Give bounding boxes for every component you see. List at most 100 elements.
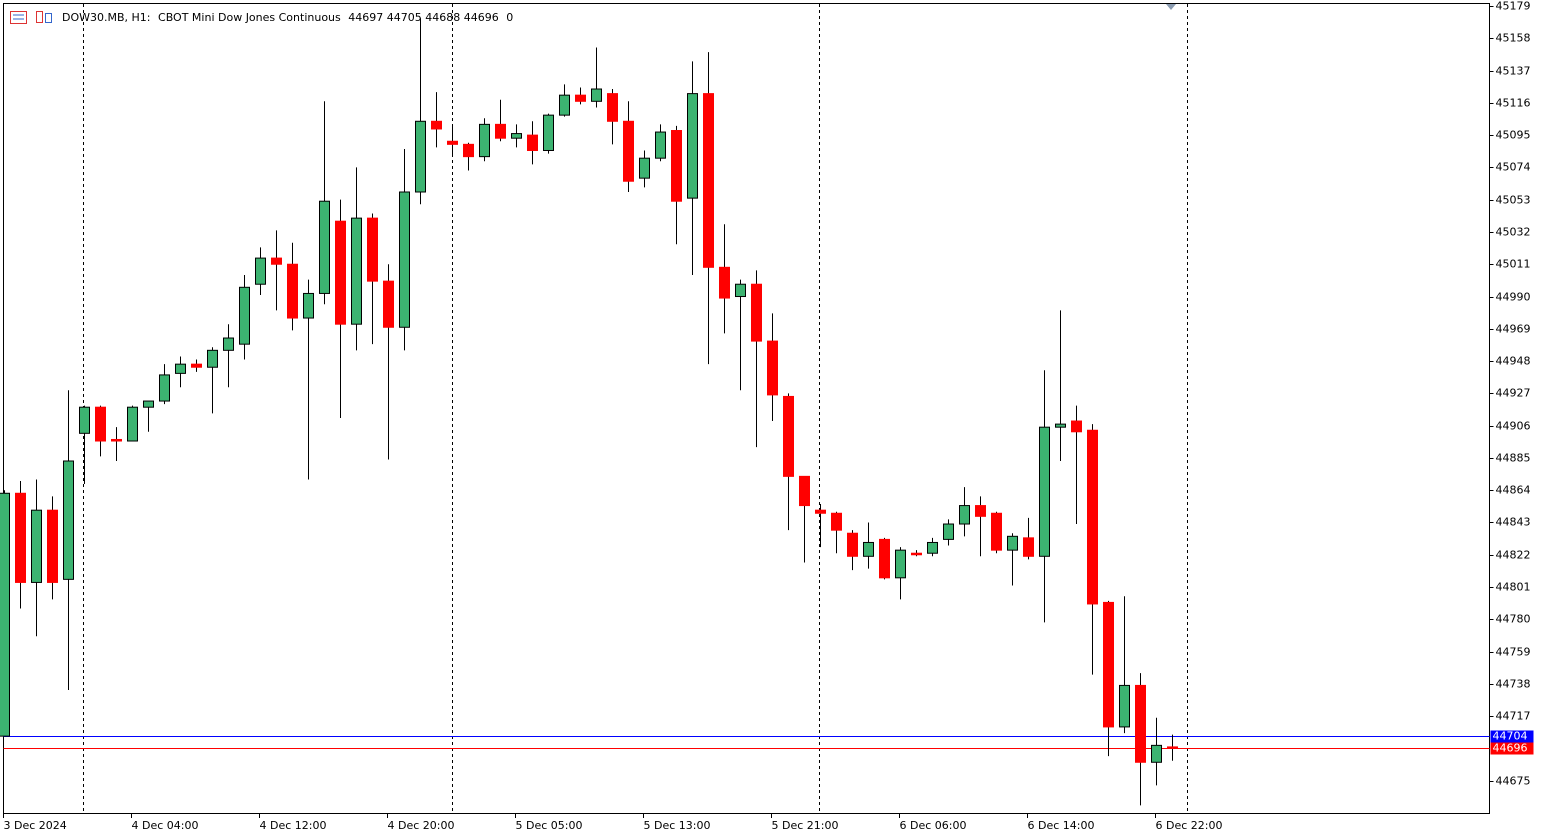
price-label: 44696	[1493, 742, 1528, 755]
chart-info: DOW30.MB, H1: CBOT Mini Dow Jones Contin…	[62, 11, 513, 24]
candle-body	[479, 123, 490, 158]
candle-body	[671, 130, 682, 202]
y-tick-label: 45116	[1496, 97, 1531, 110]
candle-body	[815, 509, 826, 514]
candle-body	[1055, 423, 1066, 428]
candle-body	[799, 475, 810, 507]
candle-body	[351, 217, 362, 325]
y-tick-label: 45095	[1496, 129, 1531, 142]
y-tick-label: 44717	[1496, 710, 1531, 723]
plot-frame	[3, 3, 1490, 814]
y-tick-label: 44990	[1496, 291, 1531, 304]
candle-body	[271, 257, 282, 265]
candle-body	[607, 93, 618, 122]
icon	[10, 11, 27, 24]
y-tick-label: 44885	[1496, 452, 1531, 465]
candle-body	[719, 266, 730, 299]
price-label-box	[1490, 742, 1534, 755]
candle-body	[895, 549, 906, 579]
candle-body	[1119, 684, 1130, 728]
candle-body	[0, 492, 10, 737]
info-close: 44696	[464, 11, 499, 24]
candle-body	[703, 93, 714, 268]
y-tick-label: 44675	[1496, 775, 1531, 788]
y-tick-label: 45011	[1496, 258, 1531, 271]
candle-body	[463, 143, 474, 158]
candle-body	[1103, 601, 1114, 728]
candle-body	[367, 217, 378, 282]
info-high: 44705	[387, 11, 422, 24]
candle-body	[1167, 746, 1178, 749]
candle-body	[575, 94, 586, 102]
candle-body	[831, 512, 842, 531]
candle-body	[735, 283, 746, 298]
candle-body	[63, 460, 74, 580]
candle-body	[687, 93, 698, 199]
y-tick-label: 44864	[1496, 484, 1531, 497]
candle-body	[111, 438, 122, 442]
candle-body	[223, 337, 234, 351]
candle-body	[1007, 535, 1018, 551]
candle-body	[47, 509, 58, 583]
candle-body	[559, 94, 570, 116]
y-tick-label: 44780	[1496, 613, 1531, 626]
candle-body	[639, 157, 650, 179]
candle-body	[959, 505, 970, 525]
x-tick-label: 5 Dec 13:00	[644, 819, 711, 832]
candle-body	[383, 280, 394, 328]
candle-body	[527, 134, 538, 151]
candle-body	[847, 532, 858, 557]
y-tick-label: 45053	[1496, 194, 1531, 207]
x-tick-label: 4 Dec 04:00	[132, 819, 199, 832]
candle-body	[255, 257, 266, 285]
candle-body	[1071, 420, 1082, 433]
info-spread: 0	[506, 11, 513, 24]
candle-body	[1135, 684, 1146, 763]
x-tick-label: 5 Dec 05:00	[516, 819, 583, 832]
candle-body	[239, 286, 250, 345]
candle-body	[767, 340, 778, 396]
x-tick-label: 6 Dec 14:00	[1028, 819, 1095, 832]
y-tick-label: 44969	[1496, 323, 1531, 336]
y-tick-label: 45158	[1496, 32, 1531, 45]
y-tick-label: 44801	[1496, 581, 1531, 594]
candle-body	[879, 538, 890, 579]
y-tick-label: 45032	[1496, 226, 1531, 239]
y-tick-label: 45137	[1496, 65, 1531, 78]
candle-body	[207, 349, 218, 368]
candle-body	[1039, 426, 1050, 557]
candle-body	[79, 406, 90, 434]
candles	[0, 18, 1178, 806]
candle-body	[543, 114, 554, 151]
candle-body	[991, 512, 1002, 551]
candle-body	[495, 123, 506, 139]
symbol: DOW30.MB, H1:	[62, 11, 151, 24]
toolbar-icons	[10, 11, 52, 24]
y-tick-label: 44759	[1496, 646, 1531, 659]
candle-body	[975, 505, 986, 517]
x-tick-label: 6 Dec 22:00	[1156, 819, 1223, 832]
info-low: 44688	[425, 11, 460, 24]
candle-body	[655, 131, 666, 159]
x-tick-label: 3 Dec 2024	[4, 819, 67, 832]
candle-body	[511, 133, 522, 139]
candle-body	[863, 541, 874, 557]
candle-body	[15, 492, 26, 583]
y-tick-label: 44927	[1496, 387, 1531, 400]
y-tick-label: 45179	[1496, 0, 1531, 13]
candle-body	[927, 541, 938, 554]
candle-body	[175, 363, 186, 374]
candle-body	[95, 406, 106, 442]
candle-body	[31, 509, 42, 583]
candle-body	[335, 220, 346, 325]
candle-body	[447, 140, 458, 145]
y-tick-label: 44948	[1496, 355, 1531, 368]
x-tick-label: 6 Dec 06:00	[900, 819, 967, 832]
candle-body	[1023, 537, 1034, 557]
x-tick-label: 4 Dec 20:00	[388, 819, 455, 832]
price-label-box	[1490, 730, 1534, 743]
candle-body	[143, 400, 154, 408]
icon	[45, 13, 52, 23]
y-tick-label: 44738	[1496, 678, 1531, 691]
